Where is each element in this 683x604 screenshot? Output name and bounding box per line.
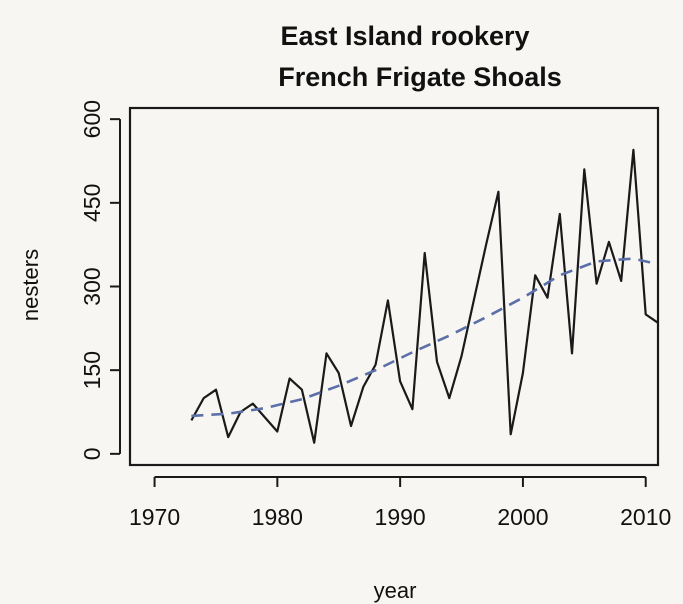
x-axis-label: year [374,578,417,603]
x-axis: 1970 1980 1990 2000 2010 [129,476,671,530]
chart-titles: East Island rookery French Frigate Shoal… [278,21,562,92]
y-tick-label: 0 [79,447,105,460]
series-layer [190,148,659,444]
y-tick-label: 600 [79,100,105,138]
series-trend-line [191,257,659,418]
series-nesters-line [190,148,659,444]
chart-subtitle: French Frigate Shoals [278,62,562,92]
y-axis-label: nesters [18,249,43,321]
chart-title: East Island rookery [280,21,529,51]
x-tick-label: 2010 [620,504,671,530]
y-tick-label: 150 [79,351,105,389]
x-tick-label: 2000 [497,504,548,530]
x-tick-label: 1990 [375,504,426,530]
plot-frame [128,106,660,467]
y-axis: 0 150 300 450 600 [79,100,121,460]
y-tick-label: 450 [79,184,105,222]
x-tick-label: 1980 [252,504,303,530]
y-tick-label: 300 [79,267,105,305]
x-tick-label: 1970 [129,504,180,530]
